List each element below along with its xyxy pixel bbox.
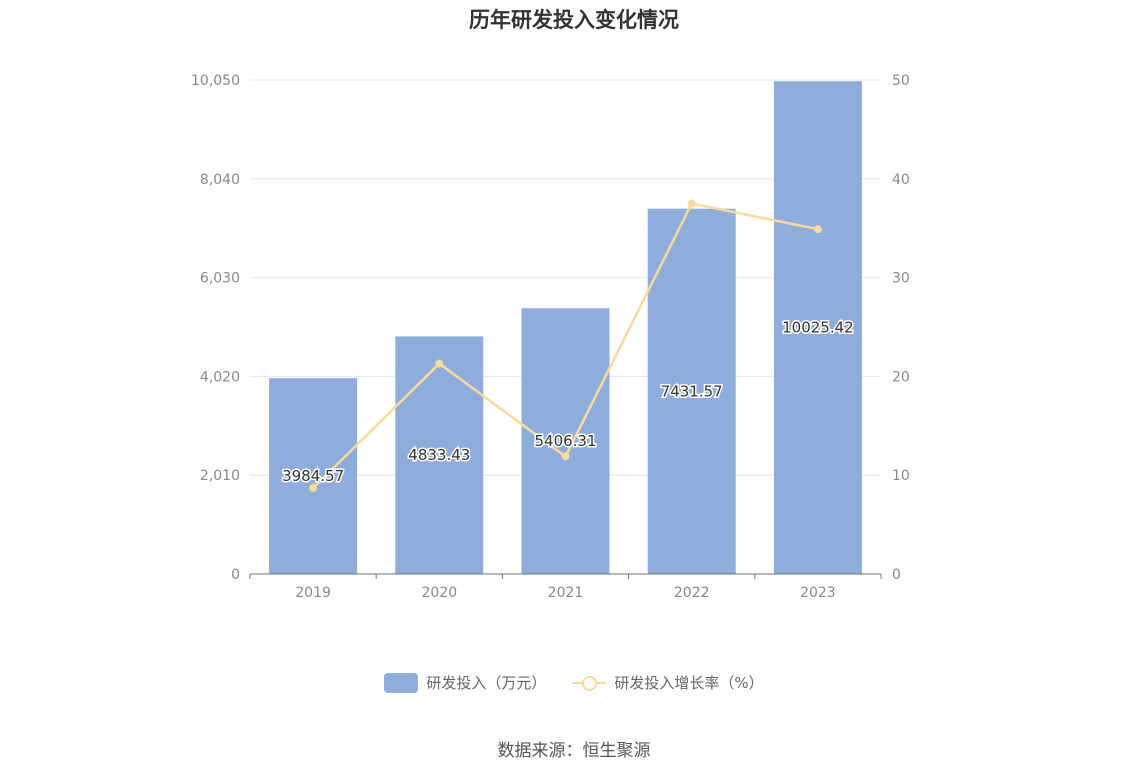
x-tick-label: 2019 <box>295 585 331 601</box>
legend-swatch-bar <box>384 672 419 693</box>
bar-value-label: 7431.57 <box>661 382 723 400</box>
x-tick-label: 2022 <box>674 585 710 601</box>
x-tick-label: 2021 <box>548 585 584 601</box>
growth-point-2023 <box>813 225 822 234</box>
y-left-tick-label: 6,030 <box>200 271 240 287</box>
growth-point-2019 <box>309 484 318 493</box>
y-left-tick-label: 10,050 <box>191 73 240 89</box>
bar-2019 <box>269 378 358 574</box>
x-tick-label: 2023 <box>800 585 836 601</box>
x-tick-label: 2020 <box>421 585 457 601</box>
bar-2020 <box>395 336 484 574</box>
legend-label-rd-investment: 研发投入（万元） <box>426 674 547 692</box>
growth-point-2022 <box>687 199 696 208</box>
y-right-tick-label: 20 <box>892 369 910 385</box>
chart-title: 历年研发投入变化情况 <box>469 8 679 32</box>
data-labels: 3984.57 4833.43 5406.31 7431.57 10025.42 <box>281 317 856 486</box>
bar-value-label: 5406.31 <box>534 432 596 450</box>
y-right-tick-label: 40 <box>892 172 910 188</box>
legend-item-growth-rate[interactable]: 研发投入增长率（%） <box>572 672 764 693</box>
growth-point-2020 <box>435 359 444 368</box>
bar-value-label: 10025.42 <box>782 319 854 337</box>
growth-line <box>309 199 822 493</box>
bars <box>269 81 862 574</box>
legend-item-rd-investment[interactable]: 研发投入（万元） <box>384 672 546 693</box>
y-right-tick-label: 0 <box>892 567 901 583</box>
bar-2021 <box>521 308 610 574</box>
bar-value-label: 4833.43 <box>408 446 470 464</box>
y-left-tick-label: 2,010 <box>200 468 240 484</box>
legend-swatch-line <box>572 673 607 693</box>
y-right-tick-label: 30 <box>892 271 910 287</box>
data-source: 数据来源：恒生聚源 <box>497 741 651 761</box>
axes: 0 0 2,010 10 4,020 20 6,030 30 8,040 40 10,050 50 20… <box>191 73 910 601</box>
bar-2023 <box>773 81 862 574</box>
legend-label-growth-rate: 研发投入增长率（%） <box>614 674 764 692</box>
legend: 研发投入（万元） 研发投入增长率（%） <box>0 672 1148 693</box>
y-left-tick-label: 8,040 <box>200 172 240 188</box>
y-right-tick-label: 50 <box>892 73 910 89</box>
y-right-tick-label: 10 <box>892 468 910 484</box>
bar-value-label: 3984.57 <box>282 467 344 485</box>
y-left-tick-label: 4,020 <box>200 369 240 385</box>
growth-point-2021 <box>561 452 570 461</box>
y-left-tick-label: 0 <box>231 567 240 583</box>
bar-2022 <box>647 208 736 574</box>
